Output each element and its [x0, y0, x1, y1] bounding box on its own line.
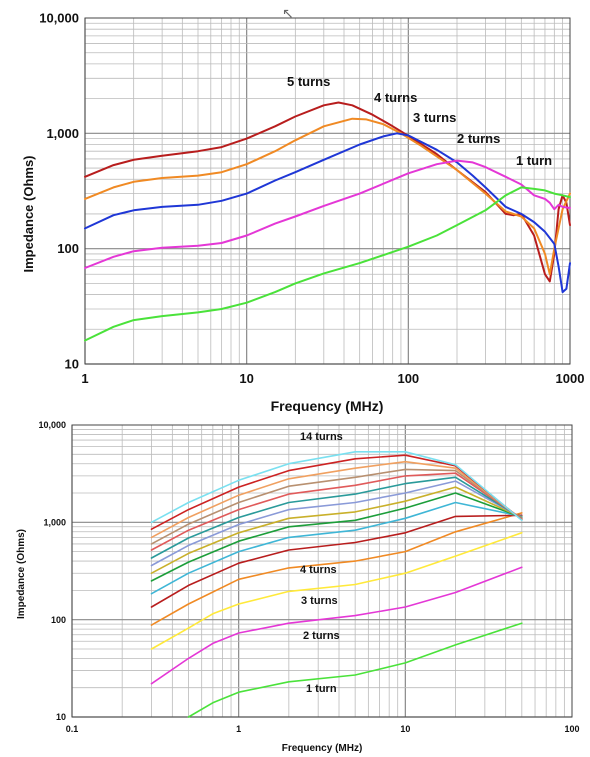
series-line-14-turns — [150, 454, 523, 530]
x-tick-label: 100 — [564, 724, 579, 734]
top-y-axis-label: Impedance (Ohms) — [21, 155, 36, 272]
bottom-label-2-turns: 2 turns — [303, 630, 340, 642]
x-tick-label: 10 — [400, 724, 410, 734]
x-tick-label: 1 — [236, 724, 241, 734]
top-series-group — [84, 101, 571, 342]
bottom-series-group — [150, 451, 523, 718]
bottom-label-1-turn: 1 turn — [306, 683, 337, 695]
top-x-tick-labels: 1 10 100 1000 — [81, 371, 584, 386]
bottom-y-tick-labels: 10 100 1,000 10,000 — [38, 420, 66, 722]
series-line-3-turns — [150, 532, 523, 650]
top-label-3-turns: 3 turns — [413, 110, 456, 125]
series-line-9-turns — [150, 480, 523, 567]
top-label-5-turns: 5 turns — [287, 74, 330, 89]
x-tick-label: 1 — [81, 371, 88, 386]
series-line-3-turns — [84, 132, 571, 294]
series-line-4-turns — [84, 117, 571, 276]
bottom-x-axis-label: Frequency (MHz) — [282, 743, 363, 754]
bottom-label-14-turns: 14 turns — [300, 431, 343, 443]
series-line-5-turns — [84, 101, 571, 283]
y-tick-label: 1,000 — [46, 126, 79, 141]
series-line-4-turns — [150, 512, 523, 626]
x-tick-label: 0.1 — [66, 724, 79, 734]
series-line-11-turns — [150, 472, 523, 551]
y-tick-label: 1,000 — [43, 517, 66, 527]
x-tick-label: 1000 — [556, 371, 585, 386]
series-line-5-turns — [150, 514, 523, 608]
y-tick-label: 10 — [65, 357, 79, 372]
top-plot-frame — [84, 17, 571, 365]
series-line-2-turns — [150, 566, 523, 685]
y-tick-label: 10,000 — [39, 11, 79, 26]
x-tick-label: 10 — [239, 371, 253, 386]
y-tick-label: 100 — [51, 615, 66, 625]
bottom-label-4-turns: 4 turns — [300, 564, 337, 576]
top-grid — [84, 18, 570, 365]
series-line-15-turns — [150, 451, 523, 524]
series-line-6-turns — [150, 501, 523, 595]
series-line-12-turns — [150, 468, 523, 545]
bottom-annotations: 14 turns 4 turns 3 turns 2 turns 1 turn — [300, 431, 343, 695]
series-line-1-turn — [187, 622, 523, 718]
series-line-10-turns — [150, 476, 523, 559]
bottom-label-3-turns: 3 turns — [301, 595, 338, 607]
y-tick-label: 100 — [57, 241, 79, 256]
series-line-7-turns — [150, 492, 523, 582]
x-tick-label: 100 — [397, 371, 419, 386]
y-tick-label: 10 — [56, 712, 66, 722]
series-line-8-turns — [150, 486, 523, 574]
bottom-plot-frame — [71, 424, 573, 718]
y-tick-label: 10,000 — [38, 420, 66, 430]
series-line-1-turn — [84, 186, 571, 342]
bottom-impedance-chart: 10 100 1,000 10,000 0.1 1 10 100 Impedance (Oh… — [16, 420, 580, 754]
series-line-13-turns — [150, 460, 523, 539]
top-x-axis-label: Frequency (MHz) — [271, 398, 384, 414]
top-label-1-turn: 1 turn — [516, 153, 552, 168]
bottom-y-axis-label: Impedance (Ohms) — [16, 529, 27, 619]
mouse-cursor-icon: ↖ — [282, 6, 294, 22]
series-line-2-turns — [84, 159, 571, 269]
top-annotations: 5 turns 4 turns 3 turns 2 turns 1 turn — [287, 74, 552, 168]
top-label-4-turns: 4 turns — [374, 90, 417, 105]
top-label-2-turns: 2 turns — [457, 131, 500, 146]
top-y-tick-labels: 10 100 1,000 10,000 — [39, 11, 79, 372]
bottom-x-tick-labels: 0.1 1 10 100 — [66, 724, 580, 734]
